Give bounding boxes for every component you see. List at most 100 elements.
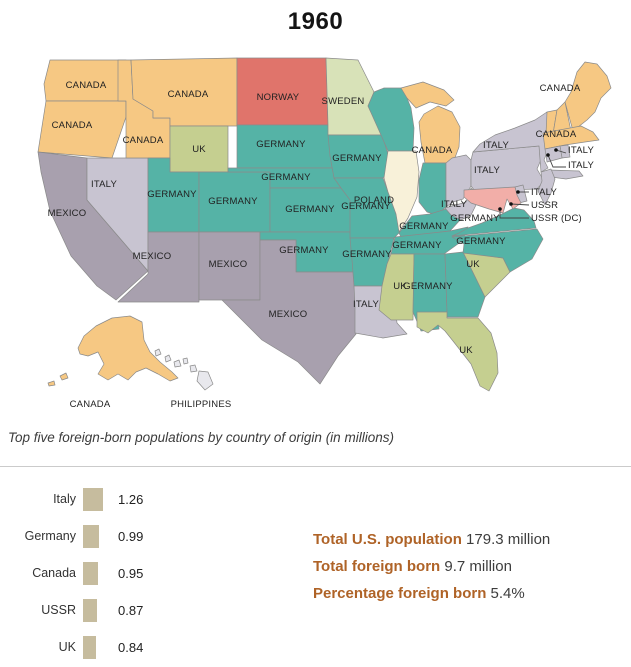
map-label-canada-2: CANADA xyxy=(168,89,209,100)
map-label-canada-1: CANADA xyxy=(52,120,93,131)
map-label-sweden-5: SWEDEN xyxy=(322,96,365,107)
stat-value-total-foreign-born: 9.7 million xyxy=(440,558,512,575)
bar-row-uk: UK 0.84 xyxy=(0,629,300,666)
state-florida xyxy=(416,311,499,392)
map-label-germany-14: GERMANY xyxy=(341,201,391,212)
state-michigan xyxy=(400,81,455,109)
bar-label-uk: UK xyxy=(58,640,76,654)
bar-label-germany: Germany xyxy=(24,529,76,543)
map-label-germany-12: GERMANY xyxy=(208,196,258,207)
bar-canada xyxy=(83,562,99,585)
state-hawaii xyxy=(196,370,214,391)
state-maine xyxy=(564,61,612,132)
map-label-germany-11: GERMANY xyxy=(147,189,197,200)
map-label-poland-26: POLAND xyxy=(354,195,394,206)
state-texas xyxy=(221,239,361,385)
callout-label-italy-2: ITALY xyxy=(531,187,557,198)
map-label-germany-19: GERMANY xyxy=(342,249,392,260)
callout-line-3 xyxy=(510,203,530,206)
map-label-canada-offshore: CANADA xyxy=(70,399,111,410)
state-hawaii xyxy=(173,359,182,368)
state-north-carolina xyxy=(451,228,544,273)
bar-value-ussr: 0.87 xyxy=(118,603,144,618)
map-label-germany-18: GERMANY xyxy=(279,245,329,256)
stat-line-percentage-foreign-born: Percentage foreign born 5.4% xyxy=(313,585,550,602)
stat-label-total-foreign-born: Total foreign born xyxy=(313,558,441,575)
state-wisconsin xyxy=(367,87,415,152)
state-michigan xyxy=(418,105,461,164)
state-missouri xyxy=(333,177,401,239)
state-alaska xyxy=(47,380,56,387)
bar-value-italy: 1.26 xyxy=(118,492,144,507)
callout-dot-3 xyxy=(509,202,513,206)
bar-row-germany: Germany 0.99 xyxy=(0,518,300,555)
stat-label-total-u-s-population: Total U.S. population xyxy=(313,531,462,548)
state-virginia xyxy=(451,207,537,237)
map-label-uk-6: UK xyxy=(192,144,206,155)
map-label-germany-33: GERMANY xyxy=(399,221,449,232)
bar-ussr xyxy=(83,599,97,622)
bar-row-ussr: USSR 0.87 xyxy=(0,592,300,629)
callout-dot-2 xyxy=(516,190,520,194)
map-label-canada-36: CANADA xyxy=(536,129,577,140)
map-label-uk-21: UK xyxy=(393,281,407,292)
callout-label-ussr-3: USSR xyxy=(531,200,558,211)
map-label-italy-22: ITALY xyxy=(353,299,379,310)
map-label-germany-8: GERMANY xyxy=(332,153,382,164)
map-label-mexico-17: MEXICO xyxy=(209,259,248,270)
bar-value-uk: 0.84 xyxy=(118,640,144,655)
stat-value-percentage-foreign-born: 5.4% xyxy=(486,585,525,602)
summary-stats: Total U.S. population 179.3 million Total… xyxy=(313,531,550,612)
stat-value-total-u-s-population: 179.3 million xyxy=(461,531,551,548)
map-label-canada-0: CANADA xyxy=(66,80,107,91)
bar-row-italy: Italy 1.26 xyxy=(0,481,300,518)
divider-line xyxy=(0,466,631,467)
map-label-italy-10: ITALY xyxy=(91,179,117,190)
callout-dot-4 xyxy=(498,207,502,211)
bar-label-italy: Italy xyxy=(53,492,76,506)
map-label-mexico-15: MEXICO xyxy=(48,208,87,219)
bar-label-ussr: USSR xyxy=(41,603,76,617)
foreign-born-bar-chart: Italy 1.26 Germany 0.99 Canada 0.95 USSR 0.87 UK… xyxy=(0,481,300,666)
stat-line-total-u-s-population: Total U.S. population 179.3 million xyxy=(313,531,550,548)
callout-line-4 xyxy=(499,209,529,219)
map-label-mexico-16: MEXICO xyxy=(133,251,172,262)
chart-subtitle: Top five foreign-born populations by cou… xyxy=(8,430,394,445)
state-hawaii xyxy=(182,357,189,365)
bar-value-canada: 0.95 xyxy=(118,566,144,581)
callout-line-1 xyxy=(547,154,566,168)
bar-uk xyxy=(83,636,97,659)
callout-label-italy-1: ITALY xyxy=(568,160,594,171)
map-label-mexico-20: MEXICO xyxy=(269,309,308,320)
state-arizona xyxy=(117,231,200,303)
map-label-norway-4: NORWAY xyxy=(257,92,300,103)
map-label-philippines-offshore: PHILIPPINES xyxy=(171,399,232,410)
state-hawaii xyxy=(189,364,198,373)
map-label-canada-27: CANADA xyxy=(412,145,453,156)
bar-italy xyxy=(83,488,104,511)
state-new-jersey xyxy=(537,168,556,206)
map-label-germany-32: GERMANY xyxy=(456,236,506,247)
state-oregon xyxy=(37,100,127,159)
map-label-germany-31: GERMANY xyxy=(450,213,500,224)
map-label-italy-28: ITALY xyxy=(483,140,509,151)
map-label-germany-7: GERMANY xyxy=(256,139,306,150)
state-alaska xyxy=(59,372,69,381)
state-hawaii xyxy=(164,354,172,363)
bar-label-canada: Canada xyxy=(32,566,76,580)
page-title: 1960 xyxy=(287,8,344,35)
map-label-uk-25: UK xyxy=(459,345,473,356)
callout-dot-0 xyxy=(554,148,558,152)
map-label-germany-9: GERMANY xyxy=(261,172,311,183)
state-hawaii xyxy=(154,348,162,357)
map-label-canada-3: CANADA xyxy=(123,135,164,146)
map-label-germany-23: GERMANY xyxy=(403,281,453,292)
map-label-canada-35: CANADA xyxy=(540,83,581,94)
callout-label-italy-0: ITALY xyxy=(568,145,594,156)
map-label-germany-13: GERMANY xyxy=(285,204,335,215)
stat-line-total-foreign-born: Total foreign born 9.7 million xyxy=(313,558,550,575)
map-label-italy-29: ITALY xyxy=(474,165,500,176)
map-label-uk-24: UK xyxy=(466,259,480,270)
